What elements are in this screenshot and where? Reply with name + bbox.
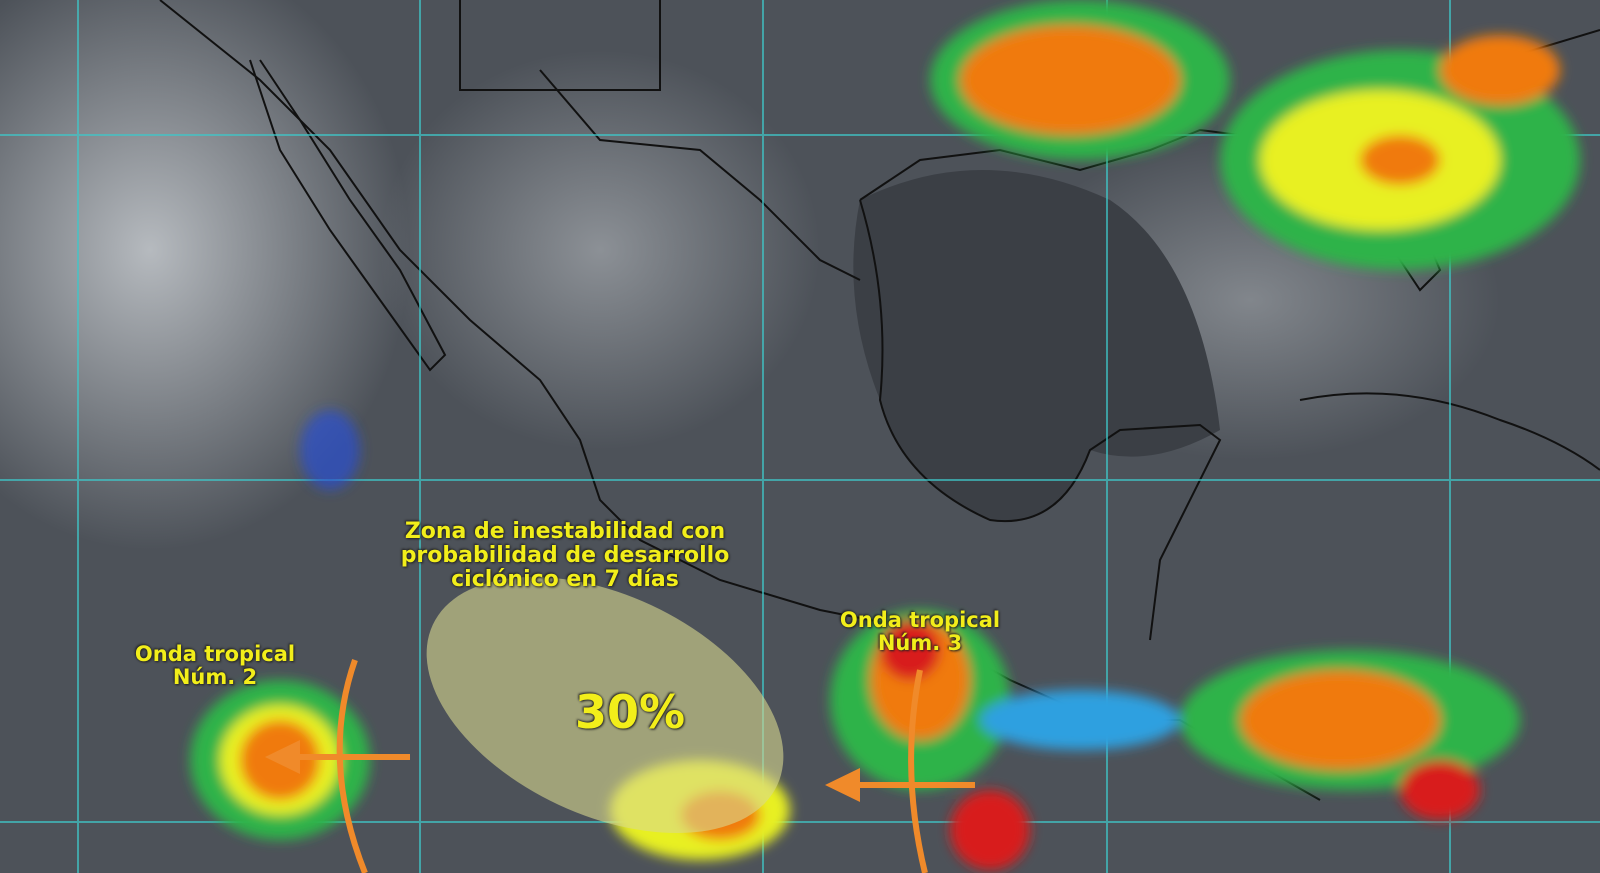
instability-zone: [426, 576, 784, 834]
tropical-wave-3-label: Onda tropical Núm. 3: [800, 609, 1040, 654]
cloud-field: [380, 50, 820, 450]
label-line: Zona de inestabilidad con: [404, 519, 726, 544]
label-line: Núm. 2: [172, 664, 258, 689]
arc-icon: [908, 669, 928, 873]
instability-zone-label: Zona de inestabilidad con probabilidad d…: [350, 520, 780, 591]
gulf-of-mexico: [853, 170, 1220, 522]
tropical-wave-3-marker: [825, 669, 975, 873]
label-line: Onda tropical: [839, 608, 1001, 632]
tropical-wave-2-marker: [265, 659, 410, 873]
cloud-field: [0, 0, 410, 550]
tropical-wave-2-label: Onda tropical Núm. 2: [95, 643, 335, 688]
label-line: Onda tropical: [134, 642, 296, 666]
label-line: Núm. 3: [877, 630, 963, 655]
arc-icon: [336, 659, 368, 873]
label-line: ciclónico en 7 días: [451, 566, 679, 592]
probability-label: 30%: [574, 685, 686, 739]
label-line: probabilidad de desarrollo: [400, 542, 730, 568]
